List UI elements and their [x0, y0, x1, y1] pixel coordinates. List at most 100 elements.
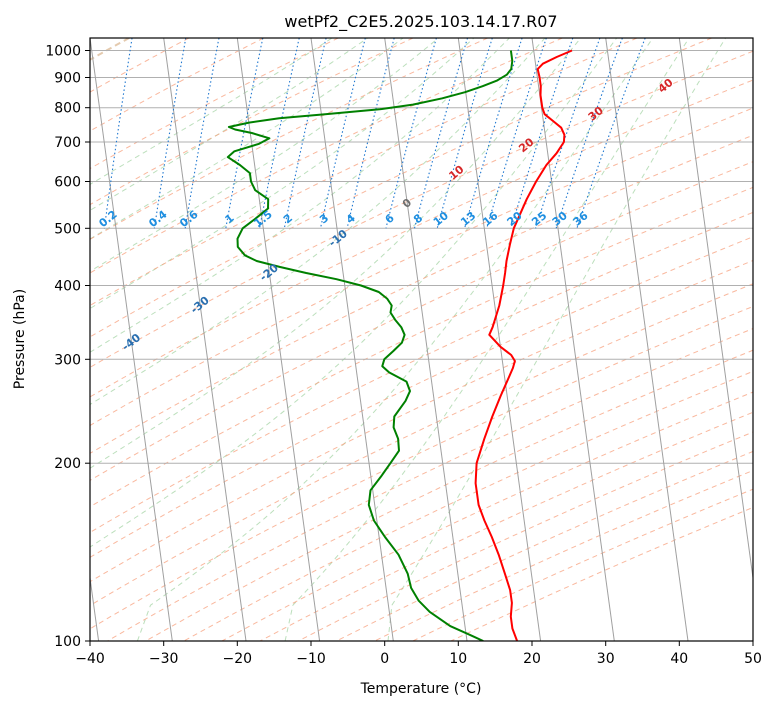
- moist-adiabat: [90, 38, 618, 548]
- chart-title: wetPf2_C2E5.2025.103.14.17.R07: [284, 12, 557, 32]
- mixing-ratio-label: 1.5: [252, 208, 275, 230]
- mixing-ratio-label: 2: [281, 211, 295, 226]
- isotherm: [457, 38, 542, 641]
- mixing-ratio-label: 10: [431, 209, 451, 229]
- y-tick-label: 900: [54, 71, 81, 87]
- dry-adiabat: [90, 134, 753, 454]
- mixing-ratio-line: [153, 38, 187, 229]
- isotherm-label: 30: [586, 104, 606, 124]
- mixing-ratio-line: [436, 38, 493, 229]
- mixing-ratio-line: [413, 38, 469, 229]
- x-tick-label: 40: [670, 651, 688, 667]
- mixing-ratio-label: 0.6: [177, 208, 201, 231]
- mixing-ratio-line: [486, 38, 547, 229]
- dry-adiabat: [298, 431, 753, 641]
- dry-adiabats: [90, 38, 753, 641]
- moist-adiabat: [90, 38, 368, 211]
- moist-adiabat: [90, 38, 404, 240]
- moist-adiabats: [90, 38, 727, 641]
- mixing-ratio-line: [576, 38, 646, 229]
- x-tick-label: 10: [449, 651, 467, 667]
- dry-adiabat: [90, 211, 753, 533]
- moist-adiabat: [90, 38, 510, 353]
- isotherm-label: -60: [0, 415, 8, 438]
- dry-adiabat: [90, 38, 563, 274]
- mixing-ratio-label: 4: [344, 211, 358, 226]
- dry-adiabat: [90, 79, 753, 398]
- dry-adiabat: [90, 259, 753, 583]
- moist-adiabat: [284, 38, 690, 641]
- mixing-ratio-line: [225, 38, 264, 229]
- moist-adiabat: [136, 38, 654, 641]
- moist-adiabat: [90, 38, 582, 469]
- y-tick-label: 200: [54, 456, 81, 472]
- dry-adiabat: [145, 349, 753, 641]
- mixing-ratio-label: 30: [550, 209, 570, 229]
- x-tick-label: 30: [597, 651, 615, 667]
- dry-adiabat: [90, 50, 753, 368]
- mixing-ratio-line: [258, 38, 300, 229]
- pressure-gridlines: [90, 50, 753, 641]
- x-tick-label: 0: [380, 651, 389, 667]
- dry-adiabat: [90, 38, 264, 132]
- mixing-ratio-label: 6: [383, 211, 397, 226]
- x-tick-label: 20: [523, 651, 541, 667]
- dry-adiabat: [90, 186, 753, 508]
- moist-adiabat: [387, 38, 727, 641]
- dry-adiabat: [90, 38, 414, 206]
- y-tick-label: 800: [54, 101, 81, 117]
- dry-adiabat: [90, 38, 712, 338]
- isotherms: [90, 38, 753, 641]
- x-tick-label: −30: [149, 651, 179, 667]
- isotherm-label: -40: [119, 331, 143, 354]
- mixing-ratio-label: 0.4: [146, 208, 170, 231]
- dry-adiabat: [90, 107, 753, 427]
- isotherm-label: -50: [50, 365, 74, 388]
- isotherm-label: 40: [656, 76, 676, 96]
- isotherm-label: 20: [516, 135, 536, 155]
- moist-adiabat: [90, 38, 333, 185]
- mixing-ratio-label: 36: [571, 209, 591, 229]
- moist-adiabat: [90, 38, 475, 310]
- temperature-line: [474, 49, 573, 641]
- series-lines: [226, 49, 573, 641]
- x-tick-label: 50: [744, 651, 762, 667]
- isotherm: [90, 574, 100, 641]
- y-tick-label: 100: [54, 634, 81, 650]
- mixing-ratio-line: [319, 38, 366, 229]
- y-tick-label: 600: [54, 175, 81, 191]
- plot-area: -100-90-80-70-60-50-40-30-20-10010203040…: [0, 38, 753, 641]
- x-axis-label: Temperature (°C): [360, 681, 482, 697]
- isotherm: [236, 38, 321, 641]
- isotherm-label: 0: [400, 196, 414, 211]
- mixing-ratio-line: [555, 38, 623, 229]
- dry-adiabat: [90, 283, 753, 607]
- dry-adiabat: [90, 38, 488, 240]
- isotherm: [678, 38, 753, 582]
- y-tick-label: 400: [54, 279, 81, 295]
- mixing-ratio-label: 3: [317, 211, 331, 226]
- dry-adiabat: [90, 38, 638, 307]
- dry-adiabat: [374, 469, 753, 641]
- mixing-ratio-line: [58, 38, 82, 228]
- x-axis: −40 −30 −20 −10 0 10 20 30 40 50: [75, 641, 762, 667]
- isotherm: [163, 38, 247, 641]
- dry-adiabat: [90, 161, 753, 481]
- mixing-ratio-line: [510, 38, 574, 229]
- isotherm-label: 10: [446, 163, 466, 183]
- isotherm-label: -20: [257, 261, 281, 284]
- mixing-ratio-line: [385, 38, 437, 229]
- mixing-ratio-line: [184, 38, 220, 229]
- y-tick-label: 700: [54, 135, 81, 151]
- mixing-ratio-line: [535, 38, 601, 229]
- isotherm-label: -30: [188, 294, 212, 317]
- mixing-ratio-label: 1: [222, 211, 236, 226]
- isotherm: [90, 38, 173, 641]
- mixing-ratio-line: [103, 38, 133, 229]
- y-axis-label: Pressure (hPa): [12, 289, 28, 389]
- dewpoint-line: [226, 50, 514, 641]
- dry-adiabat: [90, 236, 753, 558]
- mixing-ratio-line: [283, 38, 327, 229]
- dry-adiabat: [90, 38, 339, 170]
